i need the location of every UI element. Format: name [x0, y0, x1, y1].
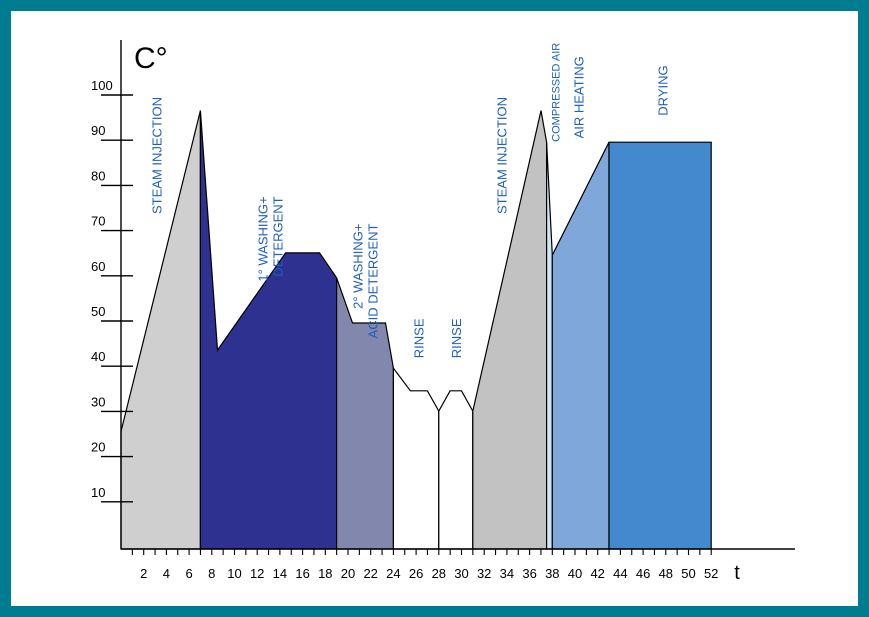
x-tick-label-16: 16	[295, 566, 309, 581]
x-tick-label-44: 44	[613, 566, 627, 581]
y-tick-label-10: 10	[91, 485, 105, 500]
phase-label-steam-injection-1-1: STEAM INJECTION	[149, 97, 164, 214]
phase-label-rinse-1-1: RINSE	[412, 318, 427, 358]
x-tick-label-28: 28	[432, 566, 446, 581]
x-tick-label-4: 4	[163, 566, 170, 581]
x-tick-label-46: 46	[636, 566, 650, 581]
phase-label-compressed-air-1: COMPRESSED AIR	[551, 43, 563, 142]
x-tick-label-22: 22	[363, 566, 377, 581]
x-tick-label-24: 24	[386, 566, 400, 581]
phase-area-drying	[608, 141, 712, 550]
x-tick-label-42: 42	[590, 566, 604, 581]
y-tick-label-90: 90	[91, 123, 105, 138]
y-axis-title: C°	[134, 42, 168, 75]
x-tick-label-8: 8	[208, 566, 215, 581]
phase-label-drying-1: DRYING	[656, 65, 671, 115]
y-tick-label-30: 30	[91, 394, 105, 409]
phase-label-rinse-2-1: RINSE	[449, 318, 464, 358]
phase-label-steam-injection-2-1: STEAM INJECTION	[494, 97, 509, 214]
y-tick-label-60: 60	[91, 259, 105, 274]
y-tick-label-70: 70	[91, 214, 105, 229]
x-tick-label-10: 10	[227, 566, 241, 581]
phase-label-washing-2-2: ACID DETERGENT	[366, 224, 381, 339]
phase-label-washing-1-2: DETERGENT	[270, 196, 285, 276]
x-tick-label-12: 12	[250, 566, 264, 581]
phase-area-rinse-2	[438, 390, 474, 550]
phase-label-washing-2-1: 2° WASHING+	[351, 224, 366, 309]
x-tick-label-18: 18	[318, 566, 332, 581]
y-tick-label-50: 50	[91, 304, 105, 319]
phase-area-rinse-1	[392, 366, 440, 550]
phase-area-air-heating	[551, 141, 610, 550]
x-tick-label-40: 40	[568, 566, 582, 581]
x-tick-label-6: 6	[185, 566, 192, 581]
y-tick-label-100: 100	[91, 78, 113, 93]
phase-area-compressed-air	[545, 142, 553, 550]
x-tick-label-38: 38	[545, 566, 559, 581]
x-tick-label-20: 20	[341, 566, 355, 581]
x-tick-label-26: 26	[409, 566, 423, 581]
x-axis-title: t	[734, 562, 740, 584]
x-tick-label-48: 48	[659, 566, 673, 581]
x-tick-label-14: 14	[273, 566, 287, 581]
x-tick-label-34: 34	[500, 566, 514, 581]
x-tick-label-30: 30	[454, 566, 468, 581]
x-tick-label-52: 52	[704, 566, 718, 581]
phase-area-washing-1	[199, 110, 338, 550]
x-tick-label-36: 36	[522, 566, 536, 581]
y-tick-label-40: 40	[91, 349, 105, 364]
phase-label-air-heating-1: AIR HEATING	[572, 56, 587, 138]
y-tick-label-20: 20	[91, 440, 105, 455]
y-tick-label-80: 80	[91, 168, 105, 183]
phase-label-washing-1-1: 1° WASHING+	[255, 196, 270, 281]
x-tick-label-2: 2	[140, 566, 147, 581]
x-tick-label-50: 50	[681, 566, 695, 581]
phase-area-steam-injection-2	[472, 110, 548, 550]
x-tick-label-32: 32	[477, 566, 491, 581]
